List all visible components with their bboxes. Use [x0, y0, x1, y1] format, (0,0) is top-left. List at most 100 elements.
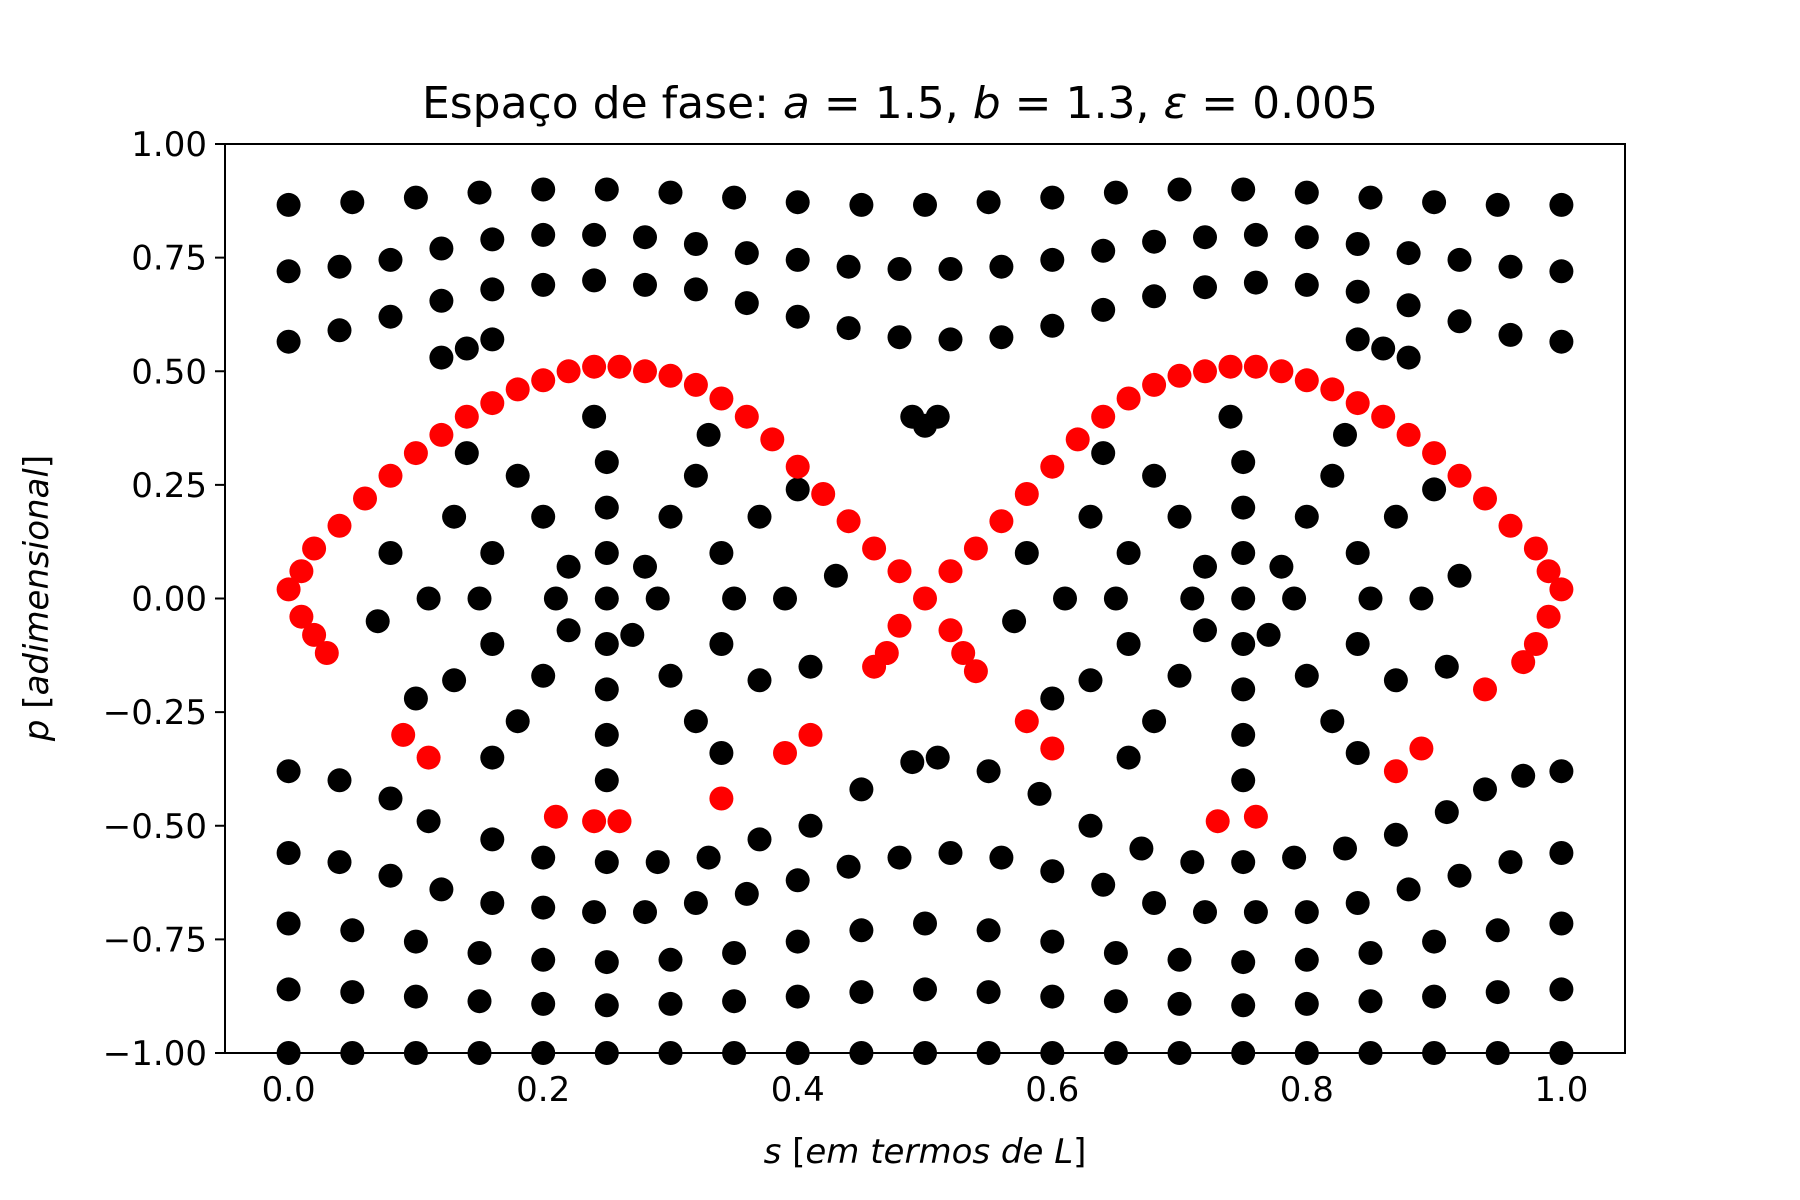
orbit-point-black-181 — [747, 827, 772, 852]
plot-frame — [224, 143, 1626, 1054]
orbit-point-black-38 — [1142, 229, 1167, 254]
orbit-point-black-124 — [365, 609, 390, 634]
orbit-point-black-245 — [1549, 911, 1574, 936]
orbit-point-red-4 — [353, 486, 377, 511]
x-tick-label: 1.0 — [1534, 1070, 1588, 1110]
orbit-point-black-93 — [709, 541, 734, 565]
orbit-point-black-194 — [1383, 822, 1408, 847]
orbit-point-red-69 — [798, 722, 823, 747]
orbit-point-red-25 — [887, 559, 912, 584]
orbit-point-black-72 — [1549, 329, 1574, 354]
title-prefix: Espaço de fase: — [422, 78, 783, 129]
title-sep-b: , — [1135, 78, 1163, 129]
orbit-point-black-233 — [785, 929, 810, 954]
y-tick-label: −0.75 — [103, 920, 207, 960]
orbit-point-black-73 — [429, 345, 454, 370]
orbit-point-black-225 — [276, 911, 301, 936]
orbit-point-black-236 — [976, 918, 1001, 943]
y-label-unit: adimensional — [17, 468, 57, 696]
orbit-point-black-65 — [1193, 275, 1217, 300]
orbit-point-red-29 — [989, 509, 1014, 534]
orbit-point-black-196 — [1473, 777, 1497, 802]
orbit-point-black-175 — [416, 809, 441, 834]
orbit-point-black-94 — [722, 586, 747, 611]
orbit-point-red-60 — [951, 641, 976, 665]
orbit-point-black-174 — [378, 786, 403, 811]
orbit-point-black-137 — [1294, 504, 1319, 529]
orbit-point-black-155 — [1142, 709, 1167, 734]
orbit-point-black-35 — [989, 254, 1014, 279]
orbit-point-black-92 — [658, 504, 683, 529]
orbit-point-black-178 — [594, 850, 619, 875]
orbit-point-black-42 — [1345, 232, 1370, 256]
orbit-point-black-193 — [1333, 836, 1357, 861]
orbit-point-black-223 — [1498, 850, 1523, 875]
orbit-point-black-20 — [1549, 192, 1574, 217]
orbit-point-black-191 — [1231, 850, 1256, 875]
orbit-point-black-235 — [913, 911, 937, 936]
orbit-point-black-10 — [913, 192, 937, 217]
x-tick-label: 0.4 — [771, 1070, 825, 1110]
orbit-point-black-16 — [1294, 180, 1319, 205]
orbit-point-black-52 — [531, 272, 556, 297]
orbit-point-red-64 — [1511, 650, 1536, 675]
y-tick-label: 0.50 — [131, 352, 207, 392]
orbit-point-black-60 — [938, 327, 963, 352]
orbit-point-black-49 — [378, 304, 403, 329]
orbit-point-black-176 — [480, 827, 505, 852]
orbit-point-black-12 — [1040, 185, 1065, 210]
orbit-point-red-28 — [963, 536, 988, 561]
orbit-point-black-33 — [887, 257, 912, 281]
orbit-point-black-19 — [1485, 192, 1510, 217]
orbit-point-black-148 — [1231, 450, 1256, 475]
orbit-point-black-83 — [594, 541, 619, 565]
orbit-point-red-16 — [658, 363, 683, 388]
orbit-point-black-143 — [1167, 663, 1192, 688]
orbit-point-black-227 — [403, 929, 428, 954]
x-tick-label: 0.6 — [1025, 1070, 1079, 1110]
y-label-close: ] — [17, 455, 57, 468]
orbit-point-black-154 — [1231, 722, 1256, 747]
orbit-point-black-254 — [785, 984, 810, 1009]
orbit-point-red-33 — [1091, 404, 1116, 429]
orbit-point-black-133 — [1193, 618, 1217, 643]
orbit-point-black-168 — [1040, 686, 1065, 711]
orbit-point-black-2 — [403, 185, 428, 210]
orbit-point-black-26 — [531, 222, 556, 247]
orbit-point-black-180 — [696, 845, 721, 870]
orbit-point-black-212 — [938, 841, 963, 865]
orbit-point-black-70 — [1447, 309, 1472, 334]
orbit-point-red-56 — [887, 613, 912, 638]
orbit-point-red-12 — [556, 359, 581, 384]
orbit-point-red-45 — [1396, 422, 1421, 447]
orbit-point-black-182 — [798, 813, 823, 838]
orbit-point-red-6 — [403, 441, 428, 466]
orbit-point-black-40 — [1243, 222, 1268, 247]
orbit-point-black-244 — [1485, 918, 1510, 943]
orbit-point-black-131 — [1256, 622, 1281, 647]
orbit-point-red-54 — [302, 622, 327, 647]
orbit-point-black-36 — [1040, 247, 1065, 272]
orbit-point-black-34 — [938, 257, 963, 281]
orbit-point-black-77 — [1371, 336, 1396, 361]
orbit-point-black-127 — [1231, 586, 1256, 611]
orbit-point-red-44 — [1371, 404, 1396, 429]
orbit-point-red-68 — [773, 741, 797, 765]
title-sep-a: , — [945, 78, 973, 129]
orbit-point-black-55 — [683, 277, 708, 302]
orbit-point-black-192 — [1282, 845, 1307, 870]
orbit-point-black-218 — [1243, 900, 1268, 925]
orbit-point-red-3 — [327, 513, 352, 538]
orbit-point-black-18 — [1422, 190, 1447, 215]
orbit-point-black-58 — [836, 316, 861, 341]
orbit-point-black-14 — [1167, 177, 1192, 202]
orbit-point-black-29 — [683, 232, 708, 256]
orbit-point-red-71 — [1040, 736, 1065, 761]
title-eq-b: = — [1001, 78, 1066, 129]
orbit-point-black-126 — [454, 441, 479, 466]
orbit-point-black-109 — [594, 722, 619, 747]
orbit-point-red-21 — [785, 454, 810, 479]
orbit-point-black-187 — [1027, 781, 1052, 806]
orbit-point-black-117 — [785, 477, 810, 502]
orbit-point-black-171 — [1091, 441, 1116, 466]
